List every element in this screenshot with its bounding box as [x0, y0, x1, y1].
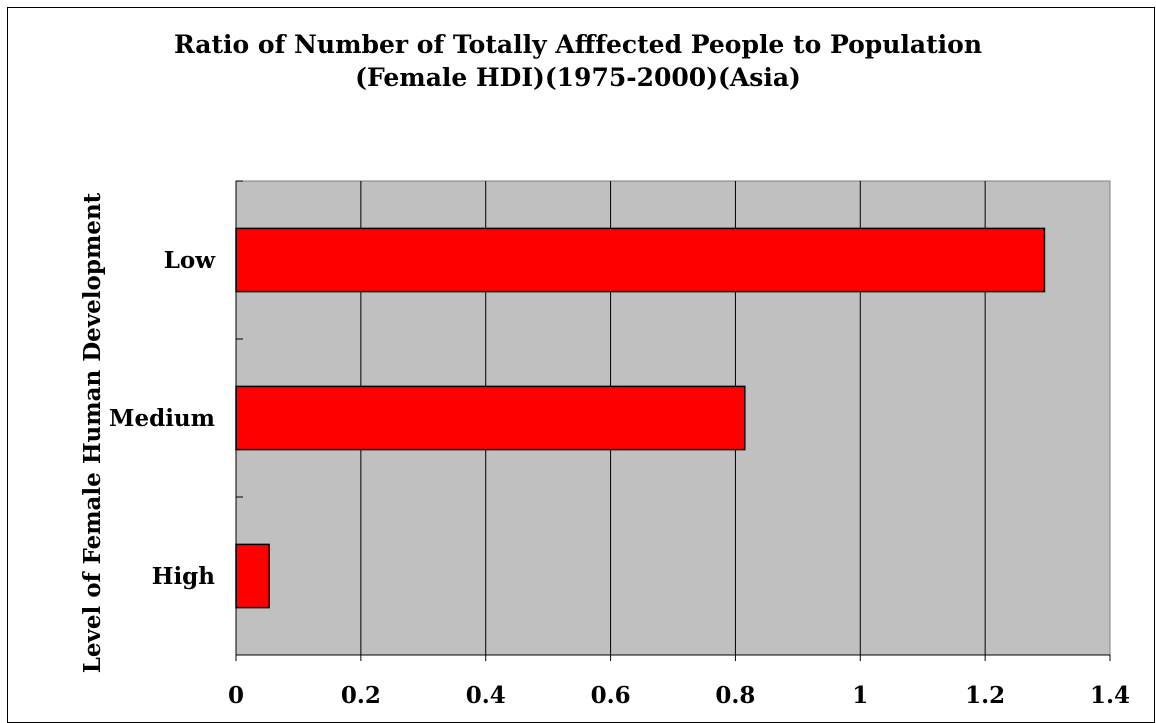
label-layer: Low Medium High 0 0.2 0.4 0.6 0.8 1 1.2 1.4: [109, 247, 1130, 709]
category-label-low: Low: [164, 247, 217, 274]
x-tick-label-2: 0.4: [466, 682, 506, 709]
bar-layer: [235, 227, 1046, 609]
bar-medium: [235, 385, 746, 451]
bar-high: [235, 543, 270, 609]
axis-layer: [235, 180, 1111, 661]
x-tick-label-1: 0.2: [341, 682, 381, 709]
x-tick-label-7: 1.4: [1090, 682, 1130, 709]
x-tick-label-0: 0: [228, 682, 244, 709]
x-tick-label-3: 0.6: [591, 682, 631, 709]
chart-title: Ratio of Number of Totally Afffected Peo…: [173, 30, 983, 92]
x-tick-label-4: 0.8: [715, 682, 755, 709]
y-axis-title: Level of Female Human Development: [79, 192, 106, 673]
x-tick-label-5: 1: [852, 682, 868, 709]
category-label-medium: Medium: [109, 405, 215, 432]
x-tick-label-6: 1.2: [965, 682, 1005, 709]
bar-low: [235, 227, 1046, 293]
category-label-high: High: [152, 563, 216, 590]
